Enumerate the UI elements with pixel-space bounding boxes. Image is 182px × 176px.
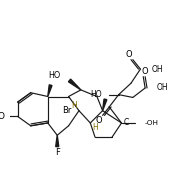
Text: H: H [71,101,77,111]
Text: OH: OH [152,65,163,74]
Text: HO: HO [90,90,102,99]
Text: O: O [0,112,5,121]
Text: F: F [55,148,60,157]
Polygon shape [56,135,59,147]
Text: Br: Br [62,106,71,115]
Text: H: H [92,123,98,132]
Text: -OH: -OH [145,120,159,126]
Text: O: O [142,67,149,76]
Text: OH: OH [157,83,168,93]
Polygon shape [48,85,52,96]
Text: O: O [126,50,132,59]
Text: HO: HO [48,71,60,80]
Text: O: O [96,116,102,125]
Polygon shape [68,79,81,90]
Text: C: C [124,118,129,127]
Polygon shape [103,99,107,111]
